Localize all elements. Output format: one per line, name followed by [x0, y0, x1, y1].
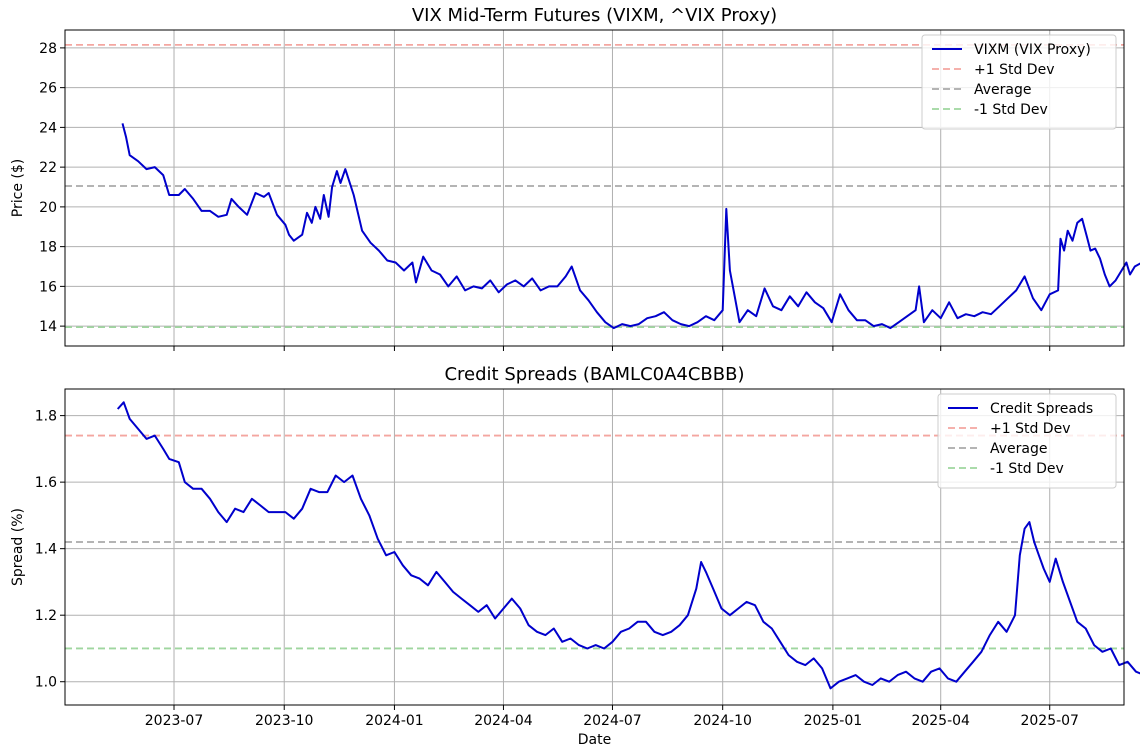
y-axis-label: Price ($) — [10, 159, 26, 217]
series-line — [116, 401, 1140, 690]
y-tick-label: 14 — [39, 319, 57, 335]
legend-label: +1 Std Dev — [974, 62, 1054, 78]
plot-frame — [64, 29, 1125, 347]
subplot-1: 14 16 18 20 22 24 26 28 VIX Mid-Term Futures (VI… — [10, 5, 1140, 351]
legend-label: +1 Std Dev — [990, 421, 1070, 437]
y-tick-label: 1.8 — [35, 409, 57, 425]
y-tick-label: 24 — [39, 120, 57, 136]
x-tick-label: 2024-07 — [583, 713, 642, 729]
y-tick-label: 1.6 — [35, 475, 57, 491]
legend-label: Average — [974, 82, 1032, 98]
gridlines — [65, 30, 1124, 346]
chart-title: Credit Spreads (BAMLC0A4CBBB) — [444, 364, 744, 385]
legend-label: Average — [990, 441, 1048, 457]
x-tick-label: 2024-04 — [474, 713, 533, 729]
y-axis-label: Spread (%) — [10, 508, 26, 586]
legend-box — [921, 34, 1117, 130]
x-tick-label: 2025-04 — [911, 713, 970, 729]
y-tick-label: 1.4 — [35, 542, 57, 558]
legend-label: -1 Std Dev — [974, 102, 1048, 118]
legend-label: VIXM (VIX Proxy) — [974, 42, 1091, 58]
x-tick-label: 2023-07 — [145, 713, 204, 729]
legend: Credit Spreads +1 Std Dev Average -1 Std De… — [937, 393, 1117, 489]
legend-box — [937, 393, 1117, 489]
x-axis-label: Date — [578, 732, 611, 748]
y-tick-label: 22 — [39, 160, 57, 176]
y-tick-label: 20 — [39, 200, 57, 216]
legend: VIXM (VIX Proxy) +1 Std Dev Average -1 Std … — [921, 34, 1117, 130]
x-tick-label: 2024-01 — [365, 713, 424, 729]
y-tick-label: 1.2 — [35, 608, 57, 624]
y-tick-label: 26 — [39, 81, 57, 97]
y-tick-label: 1.0 — [35, 675, 57, 691]
series-line — [121, 123, 1140, 330]
y-tick-label: 28 — [39, 41, 57, 57]
x-tick-label: 2025-01 — [804, 713, 863, 729]
x-tick-label: 2023-10 — [255, 713, 314, 729]
x-tick-label: 2025-07 — [1020, 713, 1079, 729]
subplot-2: 2023-07 2023-10 2024-01 2024-04 2024-07 2024-… — [10, 364, 1140, 748]
y-tick-label: 16 — [39, 279, 57, 295]
plot-frame — [64, 388, 1125, 706]
x-tick-label: 2024-10 — [693, 713, 752, 729]
chart-title: VIX Mid-Term Futures (VIXM, ^VIX Proxy) — [412, 5, 777, 26]
legend-label: Credit Spreads — [990, 401, 1093, 417]
legend-label: -1 Std Dev — [990, 461, 1064, 477]
y-tick-label: 18 — [39, 240, 57, 256]
